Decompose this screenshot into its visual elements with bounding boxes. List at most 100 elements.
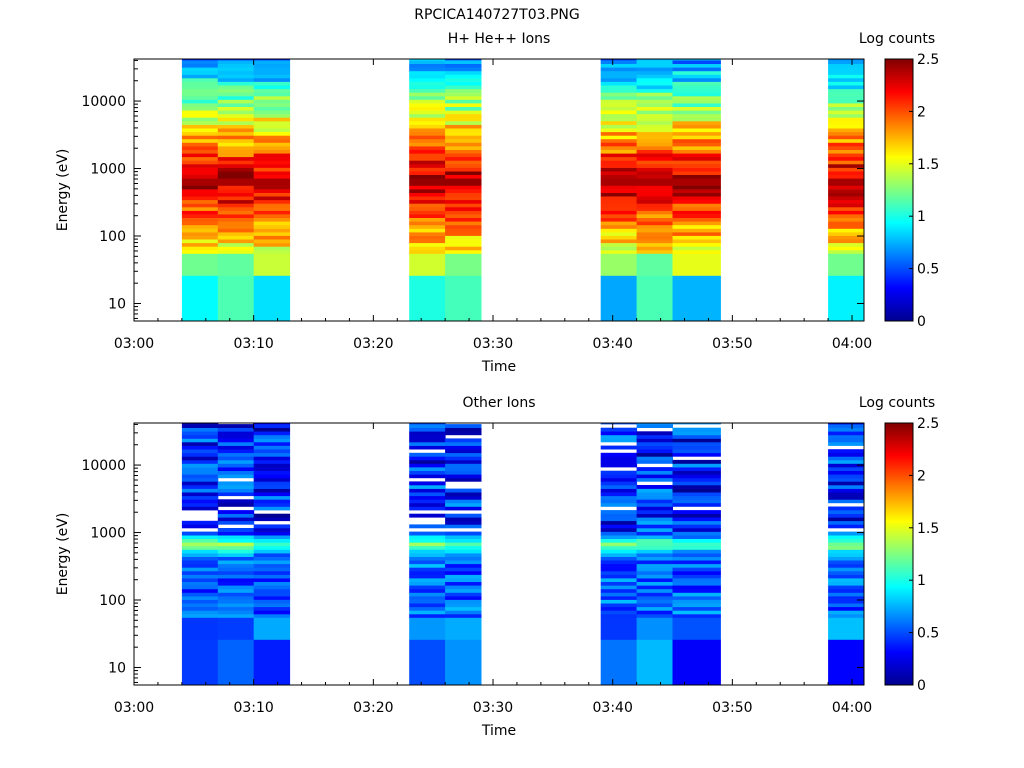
spectrogram-cell — [409, 103, 446, 107]
spectrogram-cell — [217, 445, 255, 450]
spectrogram-cell — [600, 156, 638, 161]
spectrogram-cell — [181, 210, 219, 215]
spectrogram-cell — [828, 442, 865, 446]
spectrogram-cell — [253, 474, 291, 479]
spectrogram-cell — [600, 513, 638, 518]
spectrogram-cell — [600, 110, 638, 115]
spectrogram-cell — [181, 563, 219, 568]
spectrogram-cell — [828, 181, 865, 186]
spectrogram-cell — [445, 149, 482, 154]
spectrogram-cell — [600, 59, 638, 61]
spectrogram-cell — [636, 574, 673, 579]
spectrogram-cell — [672, 459, 721, 464]
spectrogram-cell — [253, 452, 291, 457]
spectrogram-cell — [600, 95, 638, 100]
spectrogram-cell — [217, 467, 255, 471]
spectrogram-cell — [181, 578, 219, 582]
spectrogram-cell — [181, 606, 219, 611]
spectrogram-cell — [600, 585, 638, 590]
spectrogram-cell — [181, 639, 219, 686]
spectrogram-cell — [445, 467, 482, 471]
spectrogram-cell — [409, 463, 446, 468]
spectrogram-cell — [217, 103, 255, 107]
spectrogram-cell — [636, 78, 673, 82]
spectrogram-cell — [672, 167, 721, 172]
spectrogram-cell — [445, 459, 482, 464]
spectrogram-cell — [445, 610, 482, 615]
spectrogram-cell — [672, 59, 721, 61]
spectrogram-cell — [445, 275, 482, 322]
spectrogram-cell — [828, 599, 865, 604]
spectrogram-cell — [409, 567, 446, 572]
spectrogram-cell — [828, 485, 865, 489]
spectrogram-cell — [636, 567, 673, 572]
spectrogram-cell — [217, 142, 255, 147]
spectrogram-cell — [217, 603, 255, 608]
spectrogram-cell — [445, 185, 482, 190]
spectrogram-cell — [409, 470, 446, 475]
spectrogram-cell — [409, 431, 446, 436]
spectrogram-cell — [253, 88, 291, 93]
spectrogram-cell — [253, 203, 291, 208]
spectrogram-cell — [253, 167, 291, 172]
spectrogram-cell — [181, 434, 219, 439]
spectrogram-cell — [672, 99, 721, 104]
spectrogram-cell — [636, 242, 673, 247]
spectrogram-cell — [253, 153, 291, 158]
spectrogram-cell — [672, 531, 721, 536]
spectrogram-cell — [672, 242, 721, 247]
spectrogram-cell — [181, 135, 219, 140]
spectrogram-cell — [181, 502, 219, 507]
spectrogram-cell — [600, 603, 638, 608]
spectrogram-cell — [828, 581, 865, 586]
spectrogram-cell — [217, 639, 255, 686]
spectrogram-cell — [253, 639, 291, 686]
spectrogram-cell — [253, 214, 291, 218]
figure-title: RPCICA140727T03.PNG — [414, 7, 579, 23]
spectrogram-cell — [409, 142, 446, 147]
spectrogram-cell — [217, 239, 255, 244]
spectrogram-cell — [636, 171, 673, 175]
spectrogram-cell — [445, 228, 482, 233]
spectrogram-cell — [181, 242, 219, 247]
spectrogram-cell — [445, 88, 482, 93]
spectrogram-cell — [181, 599, 219, 604]
spectrogram-cell — [672, 67, 721, 72]
spectrogram-cell — [217, 146, 255, 150]
spectrogram-cell — [217, 113, 255, 118]
spectrogram-cell — [217, 434, 255, 439]
spectrogram-cell — [181, 74, 219, 79]
spectrogram-cell — [253, 524, 291, 529]
spectrogram-cell — [600, 560, 638, 565]
x-axis-label: Time — [481, 723, 516, 739]
spectrogram-cell — [181, 581, 219, 586]
spectrogram-cell — [217, 171, 255, 175]
spectrogram-cell — [600, 164, 638, 168]
spectrogram-cell — [409, 442, 446, 446]
spectrogram-cell — [672, 174, 721, 179]
spectrogram-cell — [672, 434, 721, 439]
spectrogram-cell — [600, 217, 638, 222]
y-tick-label: 10000 — [81, 458, 126, 474]
spectrogram-cell — [181, 235, 219, 240]
spectrogram-cell — [672, 164, 721, 168]
spectrogram-cell — [253, 506, 291, 511]
spectrogram-cell — [253, 181, 291, 186]
spectrogram-cell — [253, 606, 291, 611]
spectrogram-cell — [253, 185, 291, 190]
spectrogram-cell — [600, 588, 638, 593]
spectrogram-cell — [181, 70, 219, 75]
spectrogram-cell — [636, 85, 673, 90]
spectrogram-cell — [253, 488, 291, 493]
spectrogram-cell — [636, 470, 673, 475]
spectrogram-cell — [253, 459, 291, 464]
spectrogram-cell — [636, 445, 673, 450]
spectrogram-cell — [636, 192, 673, 197]
spectrogram-cell — [409, 156, 446, 161]
spectrogram-cell — [409, 59, 446, 61]
spectrogram-cell — [636, 506, 673, 511]
x-tick-label: 03:40 — [593, 336, 633, 352]
spectrogram-cell — [672, 181, 721, 186]
spectrogram-cell — [600, 214, 638, 218]
spectrogram-cell — [828, 424, 865, 428]
